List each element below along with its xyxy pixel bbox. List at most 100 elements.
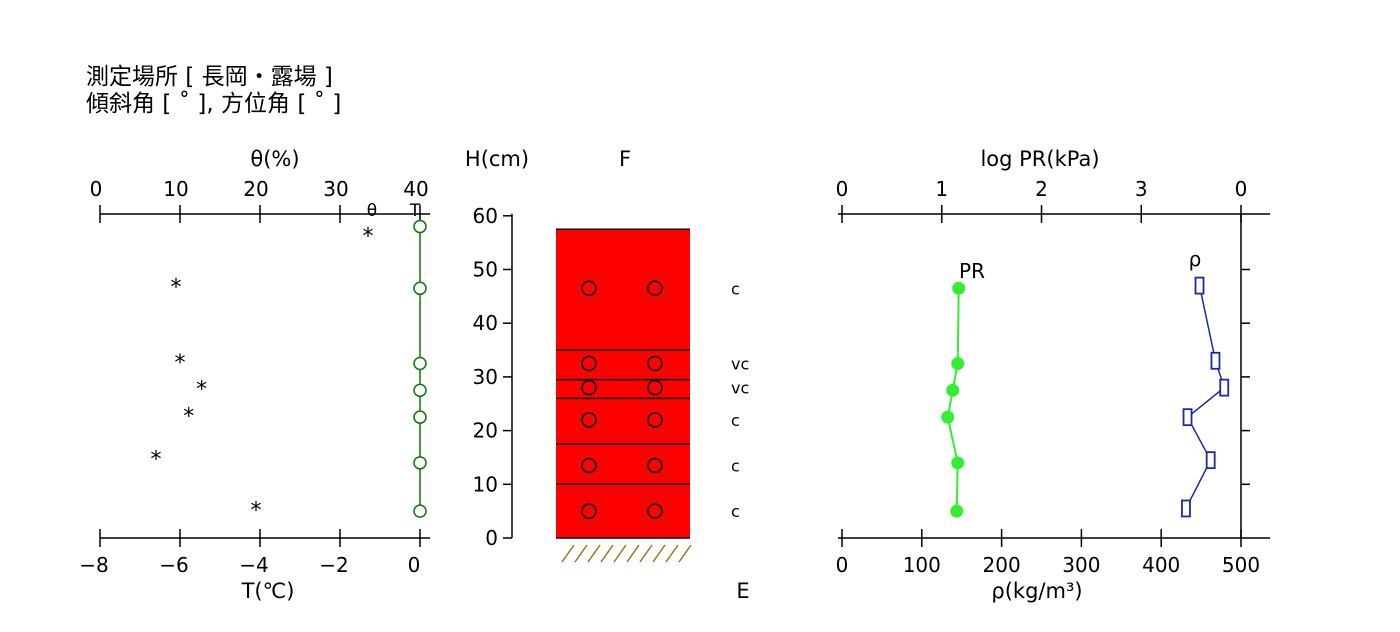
temperature-tick-label: −8 <box>79 553 108 577</box>
ground-label: E <box>736 579 749 603</box>
site-title: 測定場所 [ 長岡・露場 ] <box>86 64 333 90</box>
height-tick-label: 0 <box>485 526 498 550</box>
height-tick-label: 30 <box>473 365 498 389</box>
theta-point-6: * <box>251 498 262 523</box>
grain-marker-right-5 <box>647 503 663 519</box>
ground-hatch-1 <box>574 544 588 563</box>
grain-marker-left-5 <box>581 503 597 519</box>
density-point-3 <box>1182 408 1193 427</box>
pr-series-label: PR <box>959 259 985 283</box>
pr-point-0 <box>952 281 966 295</box>
ground-hatch-2 <box>587 544 601 563</box>
pr-axis-title: log PR(kPa) <box>980 147 1099 171</box>
pr-point-4 <box>951 456 965 470</box>
ground-hatch-5 <box>626 544 640 563</box>
grain-marker-left-0 <box>581 280 597 297</box>
height-tick-label: 20 <box>473 419 498 443</box>
density-tick-label: 200 <box>983 553 1021 577</box>
height-tick-label: 40 <box>473 311 498 335</box>
legend-temperature: T <box>409 201 421 221</box>
height-tick-label: 50 <box>473 258 498 282</box>
theta-axis-title: θ(%) <box>250 147 299 171</box>
density-series-line <box>1185 285 1226 509</box>
theta-tick-label: 20 <box>243 177 268 201</box>
theta-point-0: * <box>363 225 374 250</box>
ground-hatch-8 <box>665 544 679 563</box>
snow-column <box>556 229 690 538</box>
ground-hatch-7 <box>652 544 666 563</box>
density-point-5 <box>1181 499 1191 518</box>
temperature-point-3 <box>413 383 427 398</box>
temperature-point-5 <box>413 456 427 470</box>
theta-tick-label: 40 <box>403 177 428 201</box>
pr-tick-label: 3 <box>1135 177 1148 201</box>
density-series-label: ρ <box>1189 247 1202 271</box>
grain-label: c <box>731 502 740 521</box>
pr-point-3 <box>941 410 955 424</box>
temperature-tick-label: 0 <box>408 553 421 577</box>
ground-hatch-9 <box>678 544 692 563</box>
temperature-tick-label: −2 <box>319 553 348 577</box>
pr-point-1 <box>951 356 965 370</box>
density-tick-label: 100 <box>903 553 941 577</box>
pr-series-line <box>946 288 960 512</box>
density-axis-title: ρ(kg/m³) <box>991 579 1082 603</box>
theta-point-4: * <box>183 404 194 429</box>
theta-point-5: * <box>151 447 162 472</box>
grain-marker-right-3 <box>647 412 663 428</box>
temperature-point-6 <box>413 504 427 518</box>
temperature-point-0 <box>413 219 427 234</box>
density-point-1 <box>1210 351 1221 370</box>
grain-marker-left-1 <box>581 355 597 372</box>
ground-hatch-6 <box>639 544 653 563</box>
column-title: F <box>619 147 631 171</box>
slope-aspect-line: 傾斜角 [ ˚ ], 方位角 [ ˚ ] <box>86 91 342 117</box>
pr-point-5 <box>950 504 964 518</box>
ground-hatch-3 <box>600 544 614 563</box>
grain-marker-left-4 <box>581 457 597 474</box>
grain-marker-right-0 <box>647 280 663 297</box>
grain-label: c <box>731 457 740 476</box>
density-point-2 <box>1219 378 1230 397</box>
ground-hatch-4 <box>613 544 627 563</box>
temperature-point-1 <box>413 281 427 296</box>
ground-hatch-0 <box>561 544 575 563</box>
density-tick-label: 300 <box>1062 553 1100 577</box>
height-tick-label: 10 <box>473 472 498 496</box>
grain-marker-right-1 <box>647 355 663 372</box>
pr-tick-label: 2 <box>1035 177 1048 201</box>
pr-point-2 <box>946 383 960 397</box>
density-tick-label: 400 <box>1142 553 1180 577</box>
legend-theta: θ <box>367 201 377 221</box>
grain-marker-left-3 <box>581 412 597 428</box>
theta-tick-label: 0 <box>90 177 103 201</box>
theta-point-2: * <box>175 351 186 376</box>
grain-label: vc <box>731 379 749 398</box>
theta-tick-label: 30 <box>323 177 348 201</box>
grain-label: vc <box>731 354 749 373</box>
grain-label: c <box>731 279 740 298</box>
density-tick-label: 0 <box>836 553 849 577</box>
height-axis-title: H(cm) <box>465 147 529 171</box>
grain-label: c <box>731 411 740 430</box>
temperature-axis-title: T(℃) <box>241 579 295 603</box>
density-point-4 <box>1205 451 1216 470</box>
pr-tick-label: 1 <box>935 177 948 201</box>
chart-header: 測定場所 [ 長岡・露場 ] 傾斜角 [ ˚ ], 方位角 [ ˚ ] <box>86 64 341 118</box>
temperature-tick-label: −6 <box>159 553 188 577</box>
density-tick-label: 500 <box>1222 553 1260 577</box>
theta-tick-label: 10 <box>163 177 188 201</box>
pr-tick-label: 0 <box>1235 177 1248 201</box>
theta-point-3: * <box>196 378 207 403</box>
density-point-0 <box>1194 276 1205 295</box>
grain-marker-right-4 <box>647 457 663 474</box>
height-tick-label: 60 <box>473 204 498 228</box>
theta-point-1: * <box>171 276 182 301</box>
temperature-point-4 <box>413 410 427 424</box>
grain-marker-right-2 <box>647 379 663 396</box>
temperature-point-2 <box>413 356 427 371</box>
pr-tick-label: 0 <box>836 177 849 201</box>
temperature-tick-label: −4 <box>239 553 268 577</box>
grain-marker-left-2 <box>581 379 597 396</box>
